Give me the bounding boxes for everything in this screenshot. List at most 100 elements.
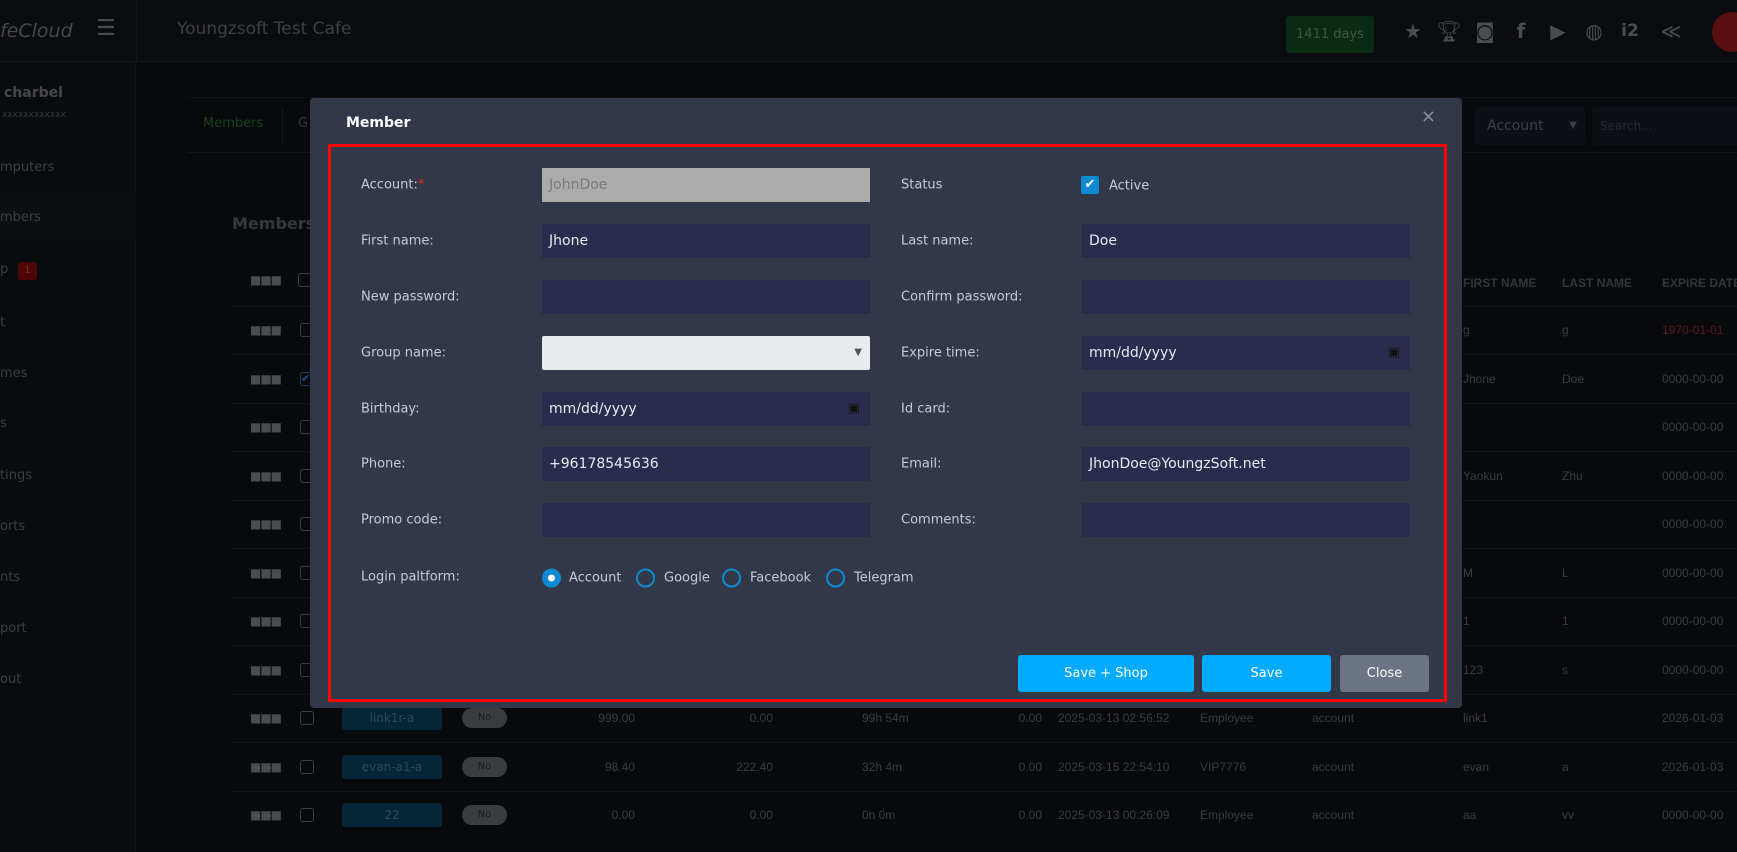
row-menu-icon[interactable]: ■■■	[250, 371, 282, 386]
cell-first-name: link1	[1463, 711, 1488, 725]
tab-members[interactable]: Members	[203, 116, 264, 131]
expire-time-field[interactable]: mm/dd/yyyy ▣	[1082, 336, 1410, 370]
sidebar-item[interactable]: t	[0, 313, 136, 333]
row-menu-icon[interactable]: ■■■	[250, 468, 282, 483]
cell-expire-date: 2026-01-03	[1662, 759, 1724, 774]
sidebar-item-games[interactable]: mes	[0, 364, 136, 384]
sidebar-item-reports[interactable]: orts	[0, 517, 136, 537]
brand-logo-icon[interactable]: ≪	[1660, 19, 1682, 43]
row-menu-icon[interactable]: ■■■	[250, 711, 282, 725]
row-checkbox[interactable]	[300, 759, 314, 774]
cell-created: 2025-03-15 22:54:10	[1058, 759, 1170, 774]
row-divider	[232, 790, 1737, 792]
sidebar-item-events[interactable]: nts	[0, 568, 136, 588]
phone-field[interactable]: +96178545636	[542, 447, 870, 481]
page-title: Members	[232, 214, 316, 233]
search-input[interactable]: Search...	[1592, 107, 1737, 145]
facebook-icon[interactable]: f	[1516, 19, 1526, 43]
cell-expire-date: 1970-01-01	[1662, 323, 1724, 337]
hamburger-menu-icon[interactable]: ☰	[96, 16, 116, 41]
radio-account[interactable]	[542, 568, 561, 588]
sidebar-item-members[interactable]: mbers	[0, 208, 136, 228]
radio-google[interactable]	[636, 568, 655, 588]
new-password-field[interactable]	[542, 280, 870, 314]
row-menu-icon[interactable]: ■■■	[250, 759, 282, 774]
radio-account-label: Account	[569, 570, 622, 586]
sidebar-item[interactable]: s	[0, 414, 136, 434]
cell-last-name: Zhu	[1562, 468, 1583, 483]
sidebar-item-label: tings	[0, 468, 32, 483]
comments-label: Comments:	[901, 512, 976, 528]
globe-icon[interactable]: ◍	[1585, 19, 1603, 43]
trophy-icon[interactable]: 🏆︎	[1436, 19, 1462, 43]
group-name-select[interactable]: ▼	[542, 336, 870, 370]
row-menu-icon[interactable]: ■■■	[250, 614, 282, 628]
online-pill: No	[462, 756, 507, 777]
last-name-label: Last name:	[901, 233, 974, 249]
cafe-name: Youngzsoft Test Cafe	[177, 19, 352, 39]
account-button[interactable]: evan-a1-a	[342, 754, 442, 779]
account-button[interactable]: link1r-a	[342, 706, 442, 730]
row-menu-icon[interactable]: ■■■	[250, 517, 282, 531]
cell-bonus: 222.40	[736, 759, 773, 774]
discord-icon[interactable]: ◙	[1475, 19, 1495, 43]
ranking-icon[interactable]: ★	[1404, 19, 1422, 43]
row-menu-icon[interactable]: ■■■	[250, 662, 282, 677]
close-button[interactable]: Close	[1340, 655, 1429, 692]
sidebar-item-label: p	[0, 262, 9, 277]
row-checkbox[interactable]	[300, 808, 314, 822]
account-button[interactable]: 22	[342, 803, 442, 827]
row-divider	[232, 742, 1737, 743]
save-button[interactable]: Save	[1202, 655, 1331, 692]
sidebar-item-computers[interactable]: mputers	[0, 158, 136, 178]
cell-first-name: Yaokun	[1463, 468, 1503, 483]
calendar-icon[interactable]: ▣	[847, 401, 860, 416]
sidebar-item-settings[interactable]: tings	[0, 466, 136, 486]
save-shop-button[interactable]: Save + Shop	[1018, 655, 1194, 692]
sidebar-item-label: out	[0, 672, 22, 687]
col-header-first-name: FIRST NAME	[1463, 276, 1537, 290]
id-card-field[interactable]	[1082, 392, 1410, 426]
radio-facebook[interactable]	[722, 568, 741, 588]
active-checkbox[interactable]: ✔	[1081, 176, 1099, 194]
row-menu-icon[interactable]: ■■■	[250, 565, 282, 580]
row-menu-icon[interactable]: ■■■	[250, 323, 282, 337]
comments-field[interactable]	[1082, 503, 1410, 537]
cell-first-name: 1	[1463, 614, 1470, 628]
sidebar-item-label: mputers	[0, 160, 55, 175]
email-field[interactable]: JhonDoe@YoungzSoft.net	[1082, 447, 1410, 481]
confirm-password-field[interactable]	[1082, 280, 1410, 314]
new-password-label: New password:	[361, 289, 460, 305]
sidebar-item-logout[interactable]: out	[0, 670, 136, 690]
calendar-icon[interactable]: ▣	[1387, 345, 1400, 360]
birthday-field[interactable]: mm/dd/yyyy ▣	[542, 392, 870, 426]
cell-first-name: Jhone	[1463, 371, 1496, 386]
cell-last-name: vv	[1562, 808, 1574, 822]
filter-select[interactable]: Account ▼	[1475, 107, 1585, 145]
cell-group: Employee	[1200, 711, 1254, 725]
filter-select-value: Account	[1487, 118, 1544, 134]
first-name-field[interactable]: Jhone	[542, 224, 870, 258]
close-icon[interactable]: ×	[1420, 106, 1436, 127]
cell-expire-date: 0000-00-00	[1662, 662, 1724, 677]
radio-telegram[interactable]	[826, 568, 845, 588]
radio-google-label: Google	[664, 570, 710, 586]
i2-icon[interactable]: i2	[1621, 21, 1639, 41]
cell-expire-date: 0000-00-00	[1662, 468, 1724, 483]
account-field[interactable]: JohnDoe	[542, 168, 870, 202]
promo-code-field[interactable]	[542, 503, 870, 537]
highlight-box	[328, 144, 1447, 702]
avatar[interactable]	[1712, 12, 1737, 52]
sidebar-item-support[interactable]: port	[0, 619, 136, 639]
row-menu-icon[interactable]: ■■■	[250, 420, 282, 434]
youtube-icon[interactable]: ▶	[1550, 19, 1566, 43]
online-pill: No	[462, 708, 507, 728]
sidebar-item-label: t	[0, 315, 6, 330]
cell-expire-date: 0000-00-00	[1662, 614, 1724, 628]
expire-time-label: Expire time:	[901, 345, 980, 361]
row-checkbox[interactable]	[300, 711, 314, 725]
last-name-field[interactable]: Doe	[1082, 224, 1410, 258]
tab-groups[interactable]: G	[298, 116, 309, 131]
row-menu-icon[interactable]: ■■■	[250, 808, 282, 822]
